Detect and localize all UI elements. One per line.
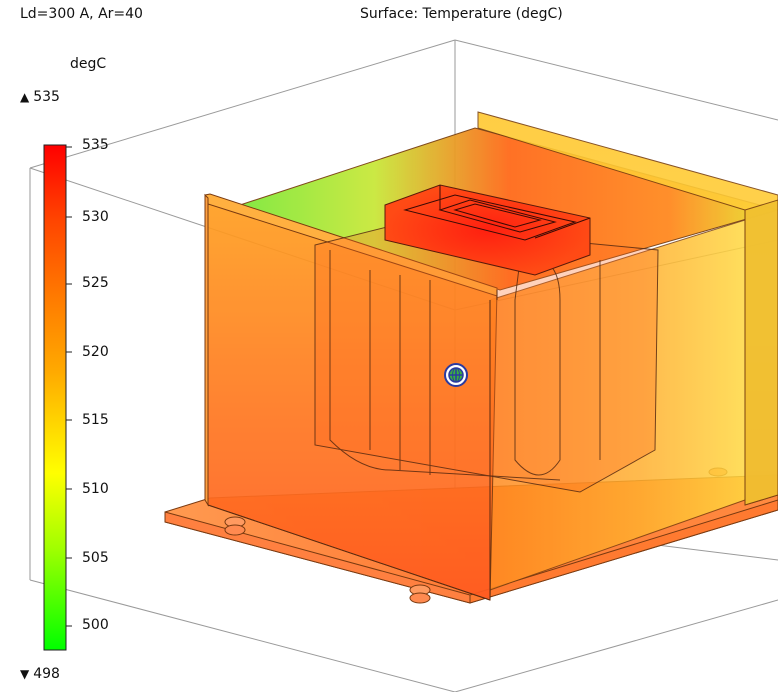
colorbar-min: ▼ 498: [20, 666, 60, 682]
colorbar-tick-label: 500: [82, 617, 109, 633]
down-triangle-icon: ▼: [20, 667, 30, 681]
globe-icon[interactable]: [444, 363, 468, 387]
colorbar-tick-label: 515: [82, 412, 109, 428]
colorbar-gradient: [43, 144, 67, 651]
colorbar-ticks: [66, 146, 72, 627]
plot-title: Surface: Temperature (degC): [360, 6, 563, 22]
front-panel-edge: [207, 290, 498, 601]
top-coil: [384, 184, 591, 276]
colorbar-tick-label: 525: [82, 275, 109, 291]
colorbar-tick-label: 535: [82, 137, 109, 153]
parameter-label: Ld=300 A, Ar=40: [20, 6, 143, 22]
colorbar-min-value: 498: [33, 666, 60, 682]
up-triangle-icon: ▲: [20, 90, 30, 104]
colorbar-max-value: 535: [33, 89, 60, 105]
colorbar-tick-label: 520: [82, 344, 109, 360]
colorbar-tick-label: 530: [82, 209, 109, 225]
colorbar-tick-label: 505: [82, 550, 109, 566]
colorbar-tick-label: 510: [82, 481, 109, 497]
colorbar-unit: degC: [70, 56, 107, 72]
right-back-panel: [477, 111, 778, 506]
colorbar-max: ▲ 535: [20, 89, 60, 105]
